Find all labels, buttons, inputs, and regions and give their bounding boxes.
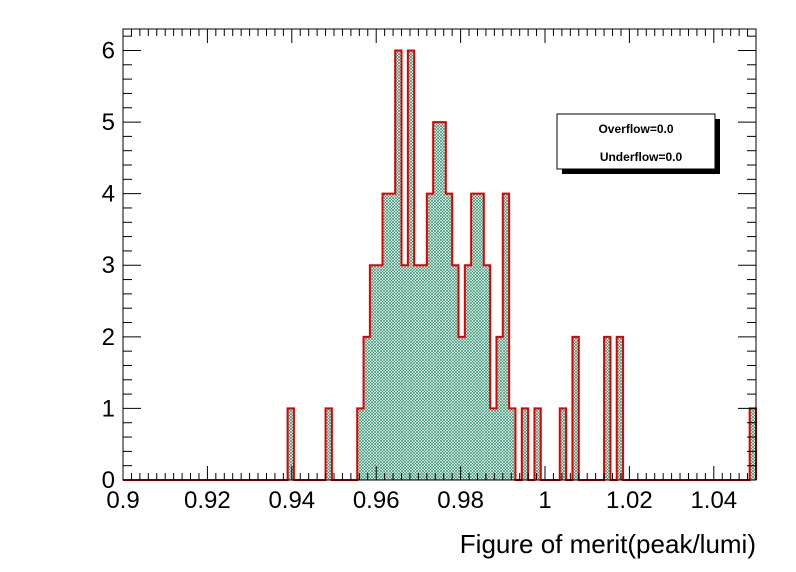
histogram-bin bbox=[426, 193, 434, 480]
x-tick-label: 0.94 bbox=[268, 487, 315, 514]
histogram-bin bbox=[452, 265, 459, 480]
histogram-bin bbox=[464, 265, 472, 480]
histogram-bin bbox=[521, 408, 529, 480]
histogram-bin bbox=[376, 265, 383, 480]
histogram-bin bbox=[572, 336, 579, 480]
y-axis: 0 1 2 3 4 5 6 bbox=[102, 35, 756, 494]
histogram-bin bbox=[369, 265, 377, 480]
x-tick-label: 1.04 bbox=[690, 487, 737, 514]
histogram-bin bbox=[477, 193, 484, 480]
axes-frame bbox=[122, 28, 757, 481]
histogram-bin bbox=[287, 408, 294, 480]
histogram-bin bbox=[749, 408, 756, 480]
histogram-bin bbox=[414, 265, 421, 480]
x-tick-label: 0.98 bbox=[437, 487, 484, 514]
x-tick-label: 0.92 bbox=[184, 487, 231, 514]
histogram-bin bbox=[509, 408, 516, 480]
histogram-bin bbox=[502, 193, 510, 480]
histogram-bin bbox=[604, 336, 611, 480]
histogram-bin bbox=[471, 193, 478, 480]
histogram-bin bbox=[458, 336, 465, 480]
histogram-bin bbox=[445, 193, 453, 480]
y-tick-label: 2 bbox=[102, 324, 115, 351]
x-axis-title: Figure of merit(peak/lumi) bbox=[460, 529, 756, 559]
x-tick-label: 1 bbox=[538, 487, 551, 514]
histogram-bin bbox=[420, 265, 427, 480]
histogram-bin bbox=[401, 265, 408, 480]
x-tick-label: 0.9 bbox=[106, 487, 139, 514]
histogram-bin bbox=[433, 122, 440, 481]
histogram-bin bbox=[395, 50, 402, 480]
histogram-bin bbox=[388, 193, 396, 480]
x-tick-label: 1.02 bbox=[606, 487, 653, 514]
legend-underflow: Underflow=0.0 bbox=[600, 150, 683, 164]
histogram-bin bbox=[534, 408, 541, 480]
histogram-bars bbox=[287, 50, 756, 481]
histogram-bin bbox=[363, 336, 370, 480]
histogram-bin bbox=[490, 408, 497, 480]
legend-overflow: Overflow=0.0 bbox=[598, 122, 673, 136]
x-axis: 0.9 0.92 0.94 0.96 0.98 1 1.02 1.04 bbox=[106, 29, 757, 514]
y-tick-label: 4 bbox=[102, 181, 115, 208]
y-tick-label: 5 bbox=[102, 109, 115, 136]
x-tick-label: 0.96 bbox=[353, 487, 400, 514]
histogram-bin bbox=[407, 50, 415, 480]
histogram-bin bbox=[616, 336, 624, 480]
histogram-bin bbox=[496, 336, 503, 480]
histogram-bin bbox=[325, 408, 332, 480]
histogram-bin bbox=[483, 265, 491, 480]
y-tick-label: 3 bbox=[102, 252, 115, 279]
y-tick-label: 0 bbox=[102, 467, 115, 494]
y-tick-label: 6 bbox=[102, 37, 115, 64]
histogram-bin bbox=[439, 122, 446, 481]
histogram-bin bbox=[382, 193, 389, 480]
histogram-bin bbox=[357, 408, 364, 480]
histogram-bin bbox=[559, 408, 567, 480]
legend: Overflow=0.0 Underflow=0.0 bbox=[556, 113, 720, 174]
y-tick-label: 1 bbox=[102, 395, 115, 422]
